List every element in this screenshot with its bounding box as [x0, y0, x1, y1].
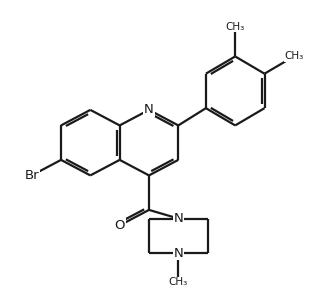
Text: N: N	[173, 247, 183, 259]
Text: CH₃: CH₃	[169, 277, 188, 287]
Text: CH₃: CH₃	[284, 51, 303, 62]
Text: N: N	[173, 212, 183, 225]
Text: CH₃: CH₃	[226, 22, 245, 32]
Text: Br: Br	[24, 169, 39, 182]
Text: N: N	[144, 103, 154, 116]
Text: O: O	[114, 219, 125, 232]
